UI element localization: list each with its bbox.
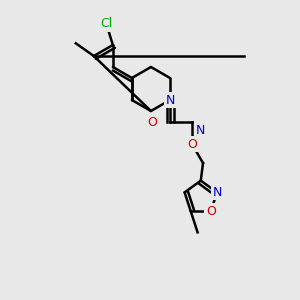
Text: O: O — [187, 137, 197, 151]
Text: N: N — [165, 94, 175, 106]
Text: N: N — [212, 186, 222, 199]
Text: O: O — [148, 116, 157, 128]
Text: Cl: Cl — [100, 17, 112, 31]
Text: O: O — [206, 205, 216, 218]
Text: N: N — [195, 124, 205, 136]
